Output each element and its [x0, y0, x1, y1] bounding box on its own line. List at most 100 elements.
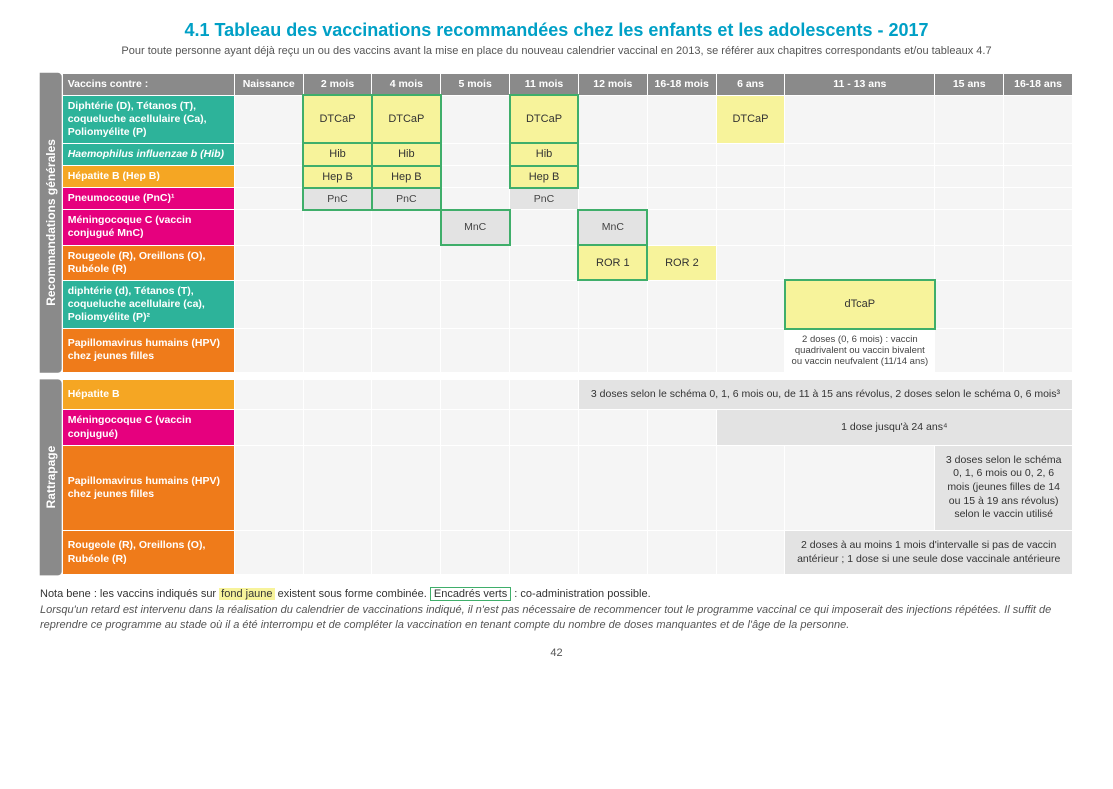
table-cell — [716, 188, 785, 210]
table-cell — [510, 329, 579, 373]
table-cell — [441, 188, 510, 210]
table-cell — [303, 379, 372, 410]
table-cell — [716, 280, 785, 328]
table-cell — [785, 95, 935, 143]
table-cell — [935, 245, 1004, 280]
table-cell — [1004, 210, 1073, 245]
table-cell — [578, 188, 647, 210]
table-cell — [372, 245, 441, 280]
nota-bene-pre: Nota bene : les vaccins indiqués sur — [40, 588, 219, 600]
table-cell — [441, 379, 510, 410]
table-cell — [372, 530, 441, 574]
table-cell: MnC — [578, 210, 647, 245]
nota-bene-green: Encadrés verts — [430, 587, 511, 601]
table-cell — [303, 410, 372, 445]
table-cell — [234, 143, 303, 165]
table-cell — [578, 280, 647, 328]
table-cell — [647, 329, 716, 373]
row-label: Papillomavirus humains (HPV) chez jeunes… — [62, 329, 234, 373]
table-cell — [303, 280, 372, 328]
table-cell — [935, 166, 1004, 188]
table-cell: PnC — [303, 188, 372, 210]
table-cell: Hep B — [372, 166, 441, 188]
table-cell — [578, 530, 647, 574]
table-cell — [441, 95, 510, 143]
column-header: 16-18 mois — [647, 74, 716, 96]
table-cell — [1004, 245, 1073, 280]
table-cell — [234, 210, 303, 245]
table-cell — [234, 280, 303, 328]
table-cell — [647, 166, 716, 188]
column-header: Vaccins contre : — [62, 74, 234, 96]
table-cell — [303, 329, 372, 373]
table-cell — [578, 329, 647, 373]
catchup-note: 1 dose jusqu'à 24 ans⁴ — [716, 410, 1072, 445]
table-cell — [441, 530, 510, 574]
section-general: Recommandations générales Vaccins contre… — [40, 73, 1073, 373]
column-header: Naissance — [234, 74, 303, 96]
table-cell — [441, 329, 510, 373]
table-cell — [234, 410, 303, 445]
table-cell — [234, 95, 303, 143]
nota-bene-mid: existent sous forme combinée. — [278, 588, 430, 600]
table-cell: MnC — [441, 210, 510, 245]
section-rattrapage: Rattrapage Hépatite B3 doses selon le sc… — [40, 379, 1073, 575]
table-cell — [510, 280, 579, 328]
nota-bene-yellow: fond jaune — [219, 588, 274, 600]
column-header: 5 mois — [441, 74, 510, 96]
footnote-retard: Lorsqu'un retard est intervenu dans la r… — [40, 603, 1073, 634]
row-label: Papillomavirus humains (HPV) chez jeunes… — [62, 445, 234, 530]
row-label: Pneumocoque (PnC)¹ — [62, 188, 234, 210]
table-cell — [647, 188, 716, 210]
table-cell — [441, 280, 510, 328]
table-cell — [510, 445, 579, 530]
table-cell: dTcaP — [785, 280, 935, 328]
table-cell — [441, 166, 510, 188]
table-cell: PnC — [372, 188, 441, 210]
table-cell — [578, 166, 647, 188]
table-cell — [935, 95, 1004, 143]
table-cell — [935, 210, 1004, 245]
table-cell — [1004, 280, 1073, 328]
table-cell — [578, 95, 647, 143]
row-label: Méningocoque C (vaccin conjugué MnC) — [62, 210, 234, 245]
table-cell — [372, 210, 441, 245]
table-cell — [935, 188, 1004, 210]
table-cell — [372, 445, 441, 530]
table-cell: 2 doses (0, 6 mois) : vaccin quadrivalen… — [785, 329, 935, 373]
row-label: Haemophilus influenzae b (Hib) — [62, 143, 234, 165]
table-cell — [441, 445, 510, 530]
catchup-note: 2 doses à au moins 1 mois d'intervalle s… — [785, 530, 1073, 574]
table-cell — [785, 166, 935, 188]
table-cell — [1004, 166, 1073, 188]
row-label: Méningocoque C (vaccin conjugué) — [62, 410, 234, 445]
row-label: Rougeole (R), Oreillons (O), Rubéole (R) — [62, 245, 234, 280]
table-cell — [234, 445, 303, 530]
table-rattrapage: Hépatite B3 doses selon le schéma 0, 1, … — [62, 379, 1073, 575]
page-number: 42 — [40, 647, 1073, 659]
nota-bene-post: : co-administration possible. — [514, 588, 650, 600]
table-cell: Hib — [510, 143, 579, 165]
table-cell — [441, 143, 510, 165]
table-cell — [785, 188, 935, 210]
table-cell — [303, 445, 372, 530]
catchup-note: 3 doses selon le schéma 0, 1, 6 mois ou,… — [578, 379, 1072, 410]
table-cell — [510, 379, 579, 410]
page-title: 4.1 Tableau des vaccinations recommandée… — [40, 20, 1073, 41]
table-cell — [716, 445, 785, 530]
table-cell: DTCaP — [716, 95, 785, 143]
table-cell — [303, 245, 372, 280]
table-cell — [234, 329, 303, 373]
table-cell — [303, 530, 372, 574]
column-header: 12 mois — [578, 74, 647, 96]
table-cell — [716, 143, 785, 165]
table-cell — [234, 530, 303, 574]
table-general: Vaccins contre :Naissance2 mois4 mois5 m… — [62, 73, 1073, 373]
table-cell — [510, 245, 579, 280]
table-cell — [935, 280, 1004, 328]
table-cell: ROR 2 — [647, 245, 716, 280]
table-cell — [578, 445, 647, 530]
table-cell — [1004, 95, 1073, 143]
table-cell — [647, 410, 716, 445]
table-cell — [234, 379, 303, 410]
